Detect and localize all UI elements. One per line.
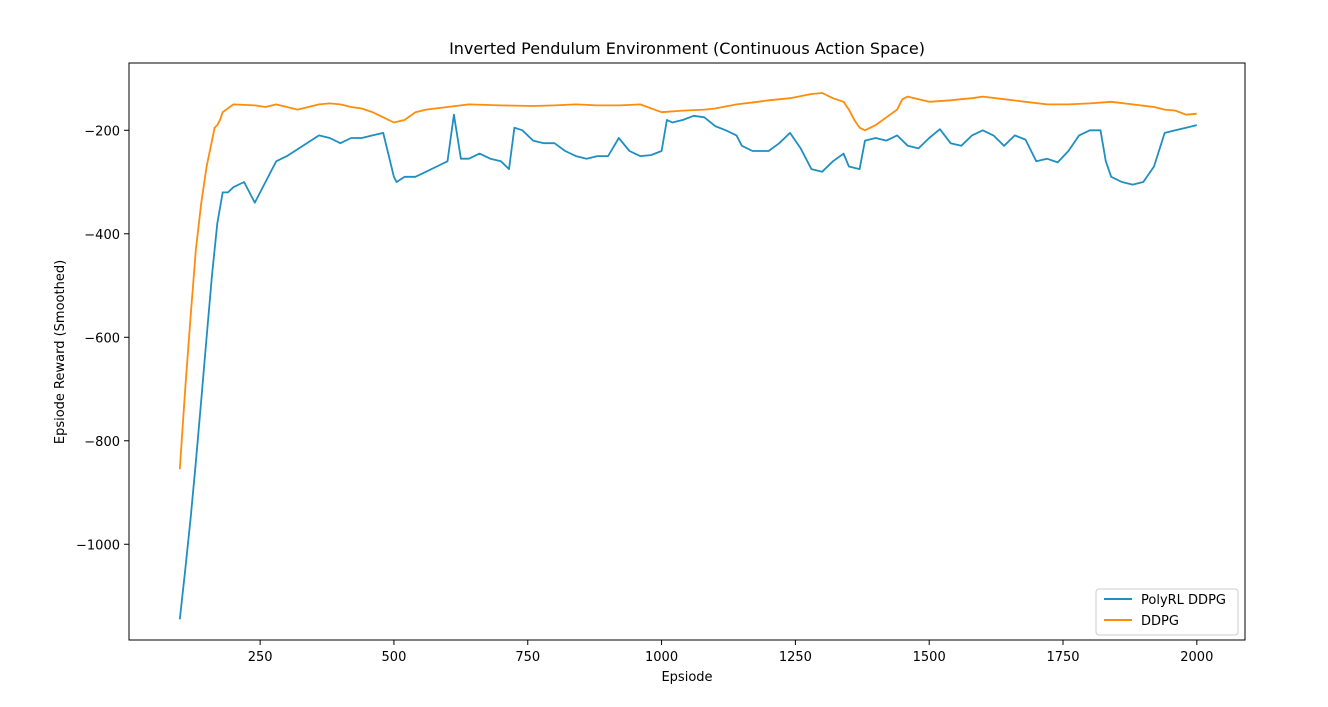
legend-box xyxy=(1095,588,1239,636)
legend: PolyRL DDPG DDPG xyxy=(1095,588,1239,636)
x-tick-label-500: 500 xyxy=(382,650,407,665)
y-axis: −1000 −800 −600 −400 −200 xyxy=(76,124,129,553)
legend-label-polyrl-ddpg: PolyRL DDPG xyxy=(1141,593,1226,608)
y-tick-label-200: −200 xyxy=(84,124,120,139)
x-tick-label-750: 750 xyxy=(515,650,540,665)
series-line-ddpg xyxy=(178,92,1197,470)
y-tick-label-1000: −1000 xyxy=(76,538,120,553)
y-axis-label: Epsiode Reward (Smoothed) xyxy=(53,260,68,444)
x-tick-label-1250: 1250 xyxy=(779,650,812,665)
series-group xyxy=(178,92,1198,620)
plot-area xyxy=(128,62,1246,641)
x-tick-label-1750: 1750 xyxy=(1046,650,1079,665)
chart-title: Inverted Pendulum Environment (Continuou… xyxy=(449,39,925,58)
legend-label-ddpg: DDPG xyxy=(1141,614,1179,629)
y-tick-label-400: −400 xyxy=(84,228,120,243)
y-tick-label-800: −800 xyxy=(84,435,120,450)
y-tick-label-600: −600 xyxy=(84,331,120,346)
x-tick-label-1500: 1500 xyxy=(913,650,946,665)
x-tick-label-250: 250 xyxy=(248,650,273,665)
series-line-polyrl-ddpg xyxy=(178,113,1198,620)
x-axis-label: Epsiode xyxy=(661,670,712,685)
x-tick-label-1000: 1000 xyxy=(645,650,678,665)
x-tick-label-2000: 2000 xyxy=(1180,650,1213,665)
x-axis: 250 500 750 1000 1250 1500 1750 2000 xyxy=(248,640,1213,665)
